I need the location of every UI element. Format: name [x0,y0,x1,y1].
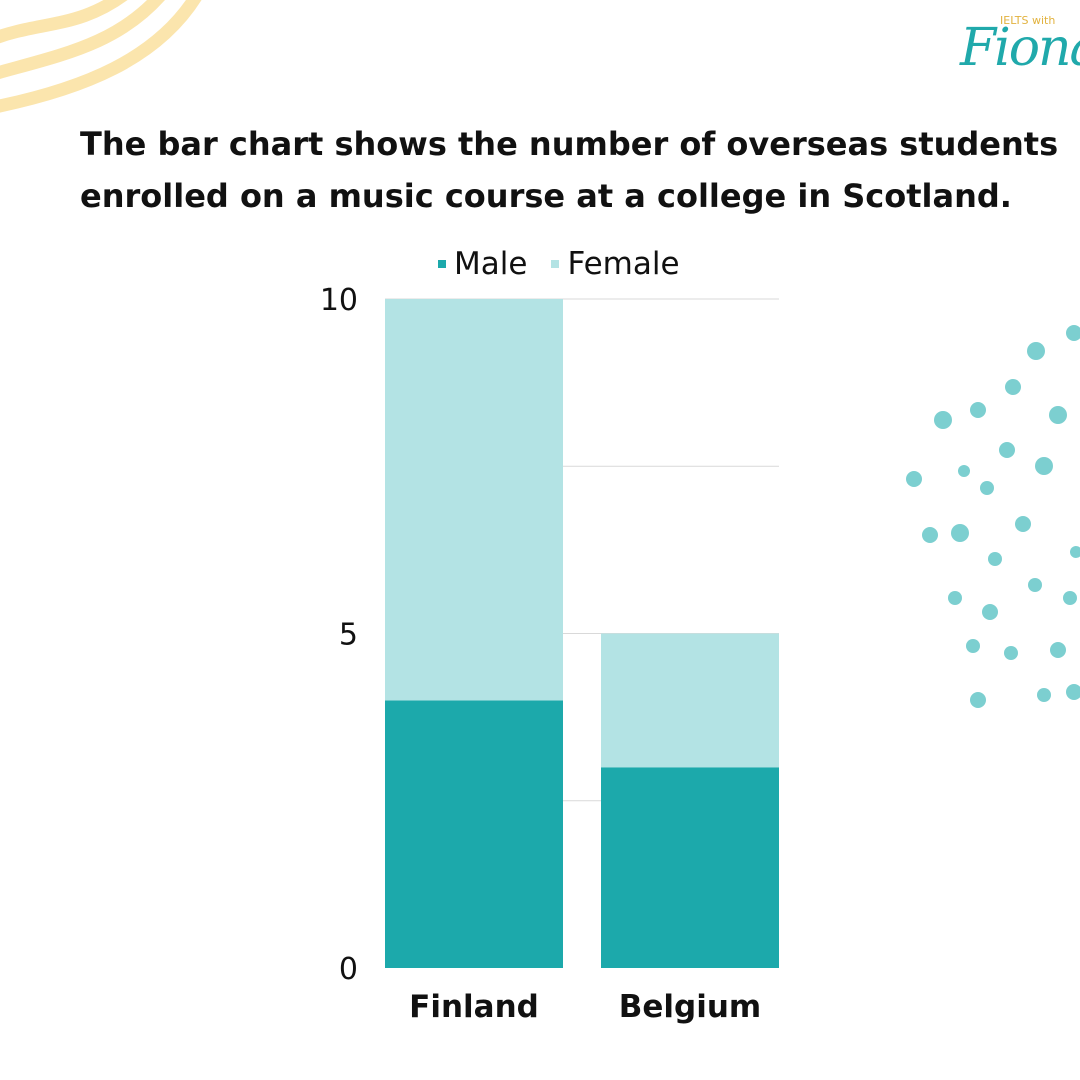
chart-title: The bar chart shows the number of overse… [80,125,1059,215]
bar-male-finland [385,700,563,968]
legend-label-male: Male [454,246,528,282]
y-tick-label: 0 [339,952,358,987]
y-tick-label: 10 [320,283,358,318]
bar-female-belgium [601,633,779,768]
brand-logo: IELTS with Fiona [958,10,1080,90]
bar-male-belgium [601,767,779,968]
decorative-dots [906,325,1080,708]
x-tick-label: Finland [409,989,539,1025]
legend-item-female: Female [551,244,680,284]
legend-swatch-male [438,260,446,268]
y-tick-label: 5 [339,618,358,653]
logo-tagline: IELTS with [1000,14,1056,27]
x-tick-label: Belgium [619,989,761,1025]
bar-female-finland [385,299,563,701]
logo-wordmark: Fiona [960,18,1080,78]
legend-swatch-female [551,260,560,268]
chart-legend: Male Female [438,244,680,284]
legend-item-male: Male [438,244,527,284]
legend-label-female: Female [567,246,680,282]
